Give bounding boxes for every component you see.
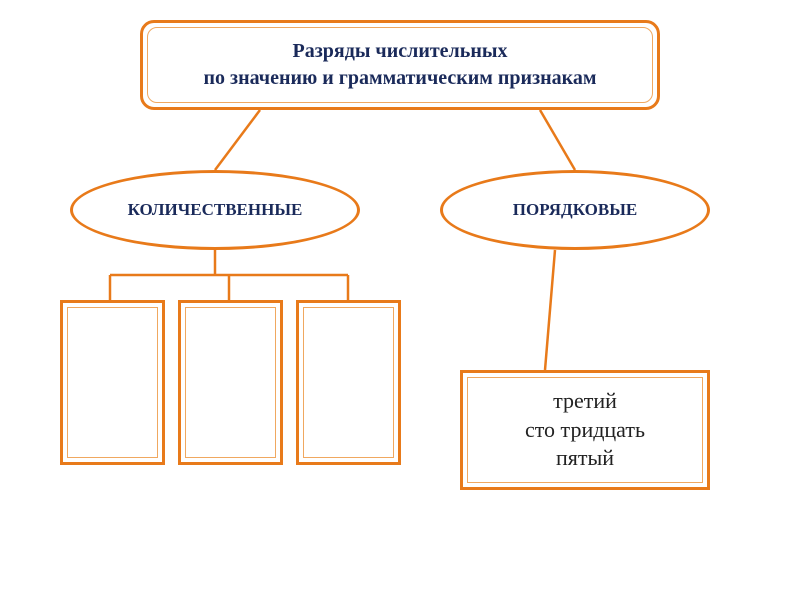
conn-right-to-box — [545, 250, 555, 370]
ellipse-quantitative: КОЛИЧЕСТВЕННЫЕ — [70, 170, 360, 250]
ellipse-ordinal-label: ПОРЯДКОВЫЕ — [513, 200, 637, 220]
conn-title-right — [540, 110, 575, 170]
ellipse-ordinal: ПОРЯДКОВЫЕ — [440, 170, 710, 250]
ordinal-line2: сто тридцать — [525, 416, 645, 445]
left-child-box-1 — [60, 300, 165, 465]
ordinal-line3: пятый — [556, 444, 614, 473]
ordinal-line1: третий — [553, 387, 617, 416]
left-child-box-2 — [178, 300, 283, 465]
title-line1: Разряды числительных — [293, 38, 508, 65]
ellipse-quantitative-label: КОЛИЧЕСТВЕННЫЕ — [128, 200, 303, 220]
left-child-box-3 — [296, 300, 401, 465]
title-box: Разряды числительных по значению и грамм… — [140, 20, 660, 110]
title-line2: по значению и грамматическим признакам — [204, 65, 597, 92]
conn-title-left — [215, 110, 260, 170]
ordinal-example-box: третий сто тридцать пятый — [460, 370, 710, 490]
